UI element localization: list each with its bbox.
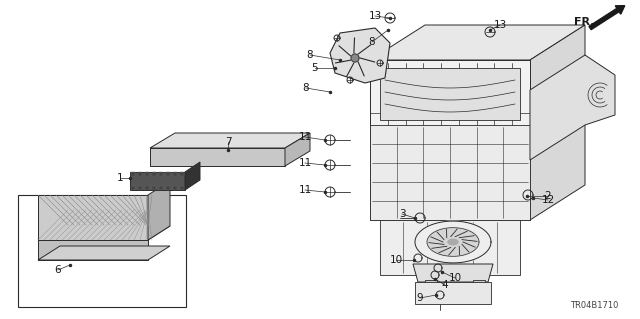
Polygon shape xyxy=(150,133,310,148)
Polygon shape xyxy=(285,133,310,166)
Bar xyxy=(131,186,135,190)
Text: 5: 5 xyxy=(312,63,318,73)
Polygon shape xyxy=(473,280,485,294)
Text: 12: 12 xyxy=(541,195,555,205)
Polygon shape xyxy=(370,60,530,220)
Text: 8: 8 xyxy=(369,37,375,47)
Polygon shape xyxy=(380,68,520,120)
Polygon shape xyxy=(150,148,285,166)
Text: 2: 2 xyxy=(545,191,551,201)
Bar xyxy=(159,186,163,190)
Text: FR.: FR. xyxy=(574,17,595,27)
Polygon shape xyxy=(370,125,530,220)
Bar xyxy=(145,186,149,190)
Polygon shape xyxy=(427,228,479,256)
Polygon shape xyxy=(351,54,359,62)
Bar xyxy=(173,172,177,176)
Bar xyxy=(180,172,184,176)
Polygon shape xyxy=(415,282,491,304)
Bar xyxy=(145,172,149,176)
Polygon shape xyxy=(38,226,170,240)
Polygon shape xyxy=(415,221,491,263)
Polygon shape xyxy=(380,220,520,275)
Polygon shape xyxy=(448,239,458,245)
Polygon shape xyxy=(370,25,585,60)
Polygon shape xyxy=(38,195,148,240)
Bar xyxy=(138,186,142,190)
Bar xyxy=(138,172,142,176)
FancyArrow shape xyxy=(589,6,625,30)
Bar xyxy=(131,172,135,176)
Bar xyxy=(180,186,184,190)
Bar xyxy=(166,186,170,190)
Text: 10: 10 xyxy=(389,255,403,265)
Polygon shape xyxy=(38,240,148,260)
Text: 7: 7 xyxy=(225,137,231,147)
Text: 8: 8 xyxy=(307,50,314,60)
Text: 4: 4 xyxy=(442,280,448,290)
Polygon shape xyxy=(330,28,390,83)
Bar xyxy=(152,172,156,176)
Text: 11: 11 xyxy=(298,132,312,142)
Polygon shape xyxy=(530,55,615,160)
Polygon shape xyxy=(530,25,585,220)
Text: TR04B1710: TR04B1710 xyxy=(570,301,618,310)
Text: 13: 13 xyxy=(369,11,381,21)
Text: 13: 13 xyxy=(493,20,507,30)
Text: 10: 10 xyxy=(449,273,461,283)
Text: 6: 6 xyxy=(54,265,61,275)
Polygon shape xyxy=(185,162,200,190)
Text: 8: 8 xyxy=(303,83,309,93)
Bar xyxy=(18,195,186,307)
Bar xyxy=(166,172,170,176)
Bar xyxy=(152,186,156,190)
Text: 9: 9 xyxy=(417,293,423,303)
Text: 1: 1 xyxy=(116,173,124,183)
Bar xyxy=(159,172,163,176)
Text: 11: 11 xyxy=(298,185,312,195)
Bar xyxy=(173,186,177,190)
Text: 3: 3 xyxy=(399,209,405,219)
Polygon shape xyxy=(425,280,437,294)
Polygon shape xyxy=(38,246,170,260)
Text: 11: 11 xyxy=(298,158,312,168)
Polygon shape xyxy=(148,181,170,240)
Polygon shape xyxy=(413,264,493,282)
Polygon shape xyxy=(130,172,185,190)
